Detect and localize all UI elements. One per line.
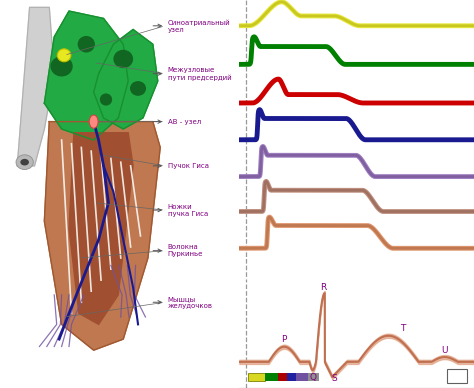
Polygon shape xyxy=(45,11,128,140)
Text: S: S xyxy=(331,374,337,383)
Text: Синоатриальный
узел: Синоатриальный узел xyxy=(168,19,230,33)
Polygon shape xyxy=(17,7,54,166)
Bar xyxy=(279,373,287,381)
Text: T: T xyxy=(400,324,405,333)
Text: P: P xyxy=(281,335,286,344)
Ellipse shape xyxy=(100,94,112,106)
Bar xyxy=(447,369,467,383)
Text: Волокна
Пуркинье: Волокна Пуркинье xyxy=(168,244,203,257)
Polygon shape xyxy=(94,29,158,129)
Polygon shape xyxy=(69,133,133,324)
Text: Пучок Гиса: Пучок Гиса xyxy=(168,163,209,169)
Text: Мышцы
желудочков: Мышцы желудочков xyxy=(168,296,213,309)
Polygon shape xyxy=(45,122,160,350)
Text: U: U xyxy=(441,346,448,355)
Text: Межузловые
пути предсердий: Межузловые пути предсердий xyxy=(168,67,231,81)
Ellipse shape xyxy=(57,49,71,62)
Bar xyxy=(287,373,296,381)
Text: Ножки
пучка Гиса: Ножки пучка Гиса xyxy=(168,204,208,217)
Bar xyxy=(308,373,319,381)
Ellipse shape xyxy=(113,50,133,68)
Ellipse shape xyxy=(78,36,95,52)
Bar xyxy=(265,373,279,381)
Ellipse shape xyxy=(20,159,29,166)
Text: Q: Q xyxy=(310,374,317,383)
Bar xyxy=(296,373,308,381)
Bar xyxy=(247,373,265,381)
Text: АВ - узел: АВ - узел xyxy=(168,119,201,125)
Ellipse shape xyxy=(51,56,73,76)
Circle shape xyxy=(89,115,98,128)
Ellipse shape xyxy=(16,155,33,170)
Ellipse shape xyxy=(130,81,146,96)
Text: R: R xyxy=(320,283,327,292)
